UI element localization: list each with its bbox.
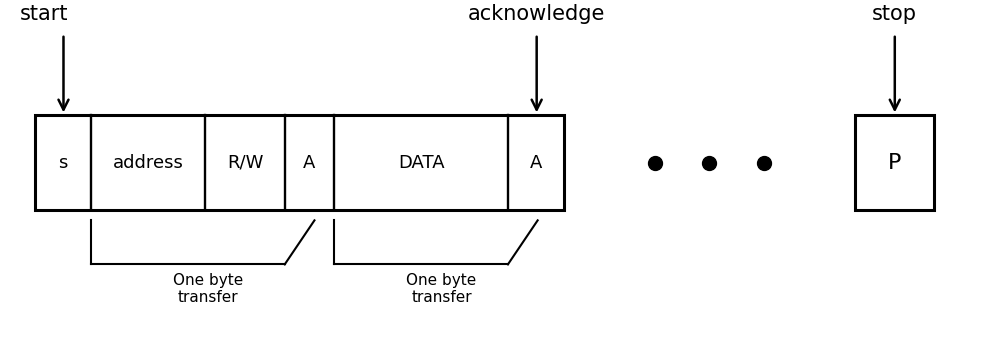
Text: A: A (304, 154, 315, 172)
Bar (855, 115, 934, 210)
Text: DATA: DATA (398, 154, 444, 172)
Text: stop: stop (872, 4, 918, 24)
Text: s: s (59, 154, 67, 172)
Bar (35, 115, 564, 210)
Text: One byte
transfer: One byte transfer (407, 273, 476, 305)
Text: A: A (530, 154, 543, 172)
Text: One byte
transfer: One byte transfer (174, 273, 243, 305)
Text: address: address (113, 154, 184, 172)
Text: acknowledge: acknowledge (468, 4, 605, 24)
Text: P: P (888, 153, 902, 173)
Text: R/W: R/W (227, 154, 263, 172)
Text: start: start (20, 4, 68, 24)
